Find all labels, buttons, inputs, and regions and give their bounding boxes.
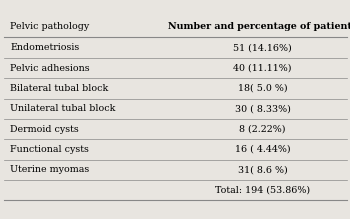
Text: Endometriosis: Endometriosis xyxy=(10,43,80,52)
Text: 40 (11.11%): 40 (11.11%) xyxy=(233,64,292,72)
Text: 31( 8.6 %): 31( 8.6 %) xyxy=(238,165,287,174)
Text: Pelvic pathology: Pelvic pathology xyxy=(10,22,90,31)
Text: Bilateral tubal block: Bilateral tubal block xyxy=(10,84,109,93)
Text: 16 ( 4.44%): 16 ( 4.44%) xyxy=(235,145,290,154)
Text: Functional cysts: Functional cysts xyxy=(10,145,89,154)
Text: 51 (14.16%): 51 (14.16%) xyxy=(233,43,292,52)
Text: 30 ( 8.33%): 30 ( 8.33%) xyxy=(234,104,290,113)
Text: Number and percentage of patients: Number and percentage of patients xyxy=(168,22,350,31)
Text: Total: 194 (53.86%): Total: 194 (53.86%) xyxy=(215,186,310,195)
Text: Uterine myomas: Uterine myomas xyxy=(10,165,90,174)
Text: 18( 5.0 %): 18( 5.0 %) xyxy=(238,84,287,93)
Text: Dermoid cysts: Dermoid cysts xyxy=(10,125,79,134)
Text: Unilateral tubal block: Unilateral tubal block xyxy=(10,104,116,113)
Text: Pelvic adhesions: Pelvic adhesions xyxy=(10,64,90,72)
Text: 8 (2.22%): 8 (2.22%) xyxy=(239,125,286,134)
